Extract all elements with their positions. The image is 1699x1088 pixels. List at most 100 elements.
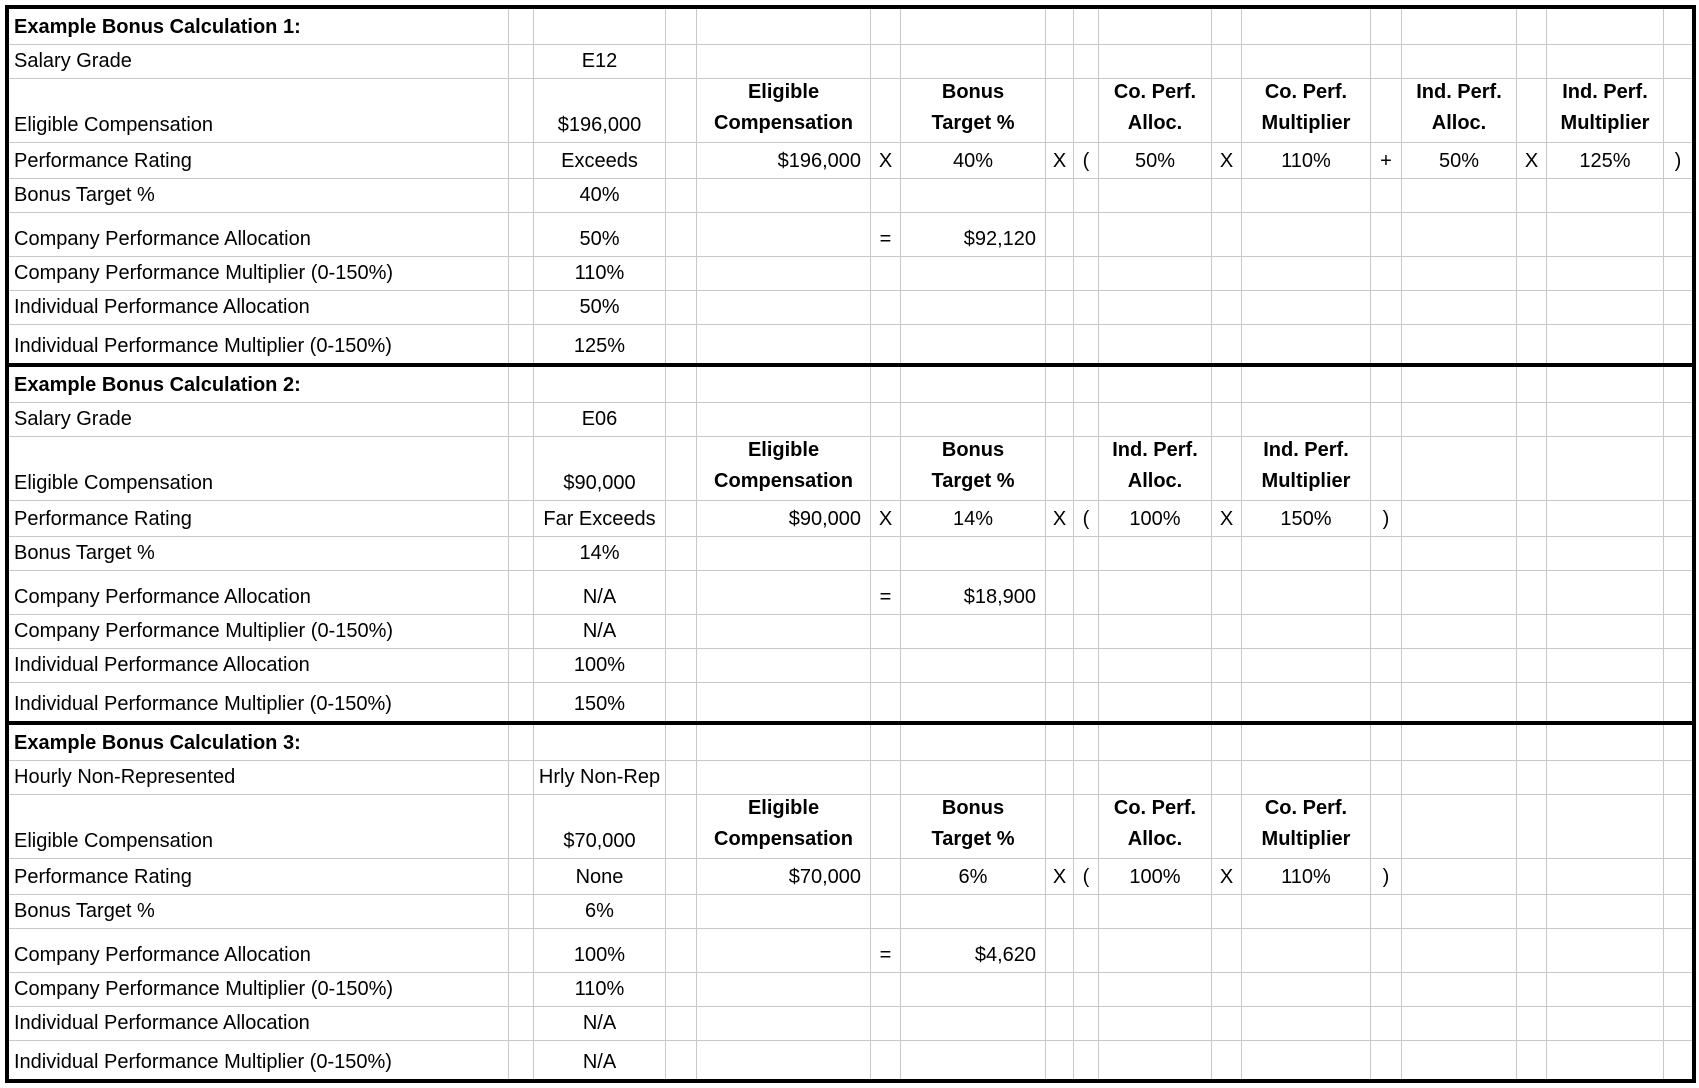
empty-cell: [1212, 257, 1242, 290]
equals-sign: =: [871, 213, 901, 256]
empty-cell: [1074, 257, 1099, 290]
empty-cell: [1212, 895, 1242, 928]
empty-cell: [1099, 291, 1212, 324]
empty-cell: [1402, 929, 1517, 972]
empty-cell: [1517, 973, 1547, 1006]
empty-cell: [1517, 257, 1547, 290]
empty-cell: [666, 859, 697, 894]
empty-cell: [1074, 649, 1099, 682]
empty-cell: [1371, 367, 1402, 402]
formula-header: Co. Perf. Alloc.: [1099, 795, 1212, 858]
row-label: Performance Rating: [9, 143, 509, 178]
empty-cell: [901, 1041, 1046, 1079]
row-label: Individual Performance Allocation: [9, 291, 509, 324]
empty-cell: [1547, 291, 1664, 324]
empty-cell: [509, 761, 534, 794]
empty-cell: [1046, 403, 1074, 436]
formula-cell: ): [1371, 501, 1402, 536]
empty-cell: [1371, 403, 1402, 436]
empty-cell: [1664, 257, 1692, 290]
row-value: 40%: [534, 179, 666, 212]
empty-cell: [1547, 213, 1664, 256]
empty-cell: [1074, 9, 1099, 44]
row-label: Hourly Non-Represented: [9, 761, 509, 794]
formula-cell: $70,000: [697, 859, 871, 894]
row-label: Eligible Compensation: [9, 795, 509, 858]
formula-cell: 6%: [901, 859, 1046, 894]
empty-cell: [697, 213, 871, 256]
empty-cell: [1517, 859, 1547, 894]
row-value: N/A: [534, 571, 666, 614]
empty-cell: [509, 683, 534, 721]
empty-cell: [666, 257, 697, 290]
empty-cell: [1242, 537, 1371, 570]
sheet-row: Salary Grade E12: [9, 45, 1692, 79]
empty-cell: [1517, 403, 1547, 436]
empty-cell: [1402, 537, 1517, 570]
empty-cell: [1099, 761, 1212, 794]
empty-cell: [1046, 929, 1074, 972]
row-label: Eligible Compensation: [9, 437, 509, 500]
empty-cell: [1099, 973, 1212, 1006]
empty-cell: [666, 291, 697, 324]
empty-cell: [1517, 615, 1547, 648]
empty-cell: [1664, 859, 1692, 894]
empty-cell: [1402, 367, 1517, 402]
empty-cell: [1074, 571, 1099, 614]
empty-cell: [871, 859, 901, 894]
empty-cell: [1547, 859, 1664, 894]
sheet-row: Company Performance Multiplier (0-150%) 1…: [9, 257, 1692, 291]
empty-cell: [1664, 973, 1692, 1006]
empty-cell: [1517, 213, 1547, 256]
result-value: $4,620: [901, 929, 1046, 972]
empty-cell: [1402, 213, 1517, 256]
empty-cell: [509, 795, 534, 858]
example-block-1: Example Bonus Calculation 1: Salary Grade…: [9, 9, 1692, 367]
empty-cell: [1547, 761, 1664, 794]
empty-cell: [1402, 725, 1517, 760]
empty-cell: [1547, 437, 1664, 500]
empty-cell: [1547, 795, 1664, 858]
empty-cell: [509, 895, 534, 928]
empty-cell: [1212, 291, 1242, 324]
empty-cell: [901, 537, 1046, 570]
sheet-row: Performance Rating None $70,000 6% X(100% X 11…: [9, 859, 1692, 895]
empty-cell: [666, 213, 697, 256]
empty-cell: [1371, 179, 1402, 212]
empty-cell: [1242, 291, 1371, 324]
empty-cell: [1242, 1041, 1371, 1079]
row-value: Exceeds: [534, 143, 666, 178]
row-value: 150%: [534, 683, 666, 721]
row-value: E12: [534, 45, 666, 78]
empty-cell: [1547, 929, 1664, 972]
empty-cell: [1046, 571, 1074, 614]
empty-cell: [1242, 571, 1371, 614]
empty-cell: [1212, 367, 1242, 402]
empty-cell: [1664, 367, 1692, 402]
formula-cell: (: [1074, 859, 1099, 894]
empty-cell: [509, 257, 534, 290]
empty-cell: [1242, 929, 1371, 972]
formula-header: Eligible Compensation: [697, 79, 871, 142]
empty-cell: [1212, 537, 1242, 570]
empty-cell: [1664, 45, 1692, 78]
empty-cell: [666, 403, 697, 436]
empty-cell: [1402, 179, 1517, 212]
empty-cell: [1517, 1007, 1547, 1040]
empty-cell: [1664, 537, 1692, 570]
empty-cell: [871, 403, 901, 436]
row-value: 50%: [534, 213, 666, 256]
empty-cell: [1212, 9, 1242, 44]
row-label: Bonus Target %: [9, 895, 509, 928]
formula-header: Eligible Compensation: [697, 795, 871, 858]
empty-cell: [1212, 929, 1242, 972]
empty-cell: [1371, 79, 1402, 142]
empty-cell: [666, 929, 697, 972]
empty-cell: [697, 683, 871, 721]
empty-cell: [666, 9, 697, 44]
empty-cell: [1212, 973, 1242, 1006]
empty-cell: [1242, 725, 1371, 760]
empty-cell: [1371, 325, 1402, 363]
empty-cell: [697, 179, 871, 212]
empty-cell: [871, 179, 901, 212]
